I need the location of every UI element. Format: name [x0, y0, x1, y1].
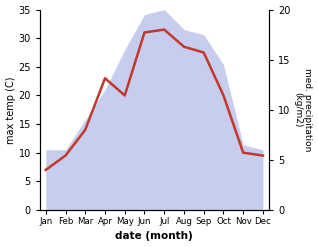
Y-axis label: med. precipitation
(kg/m2): med. precipitation (kg/m2): [293, 68, 313, 151]
X-axis label: date (month): date (month): [115, 231, 193, 242]
Y-axis label: max temp (C): max temp (C): [5, 76, 16, 144]
